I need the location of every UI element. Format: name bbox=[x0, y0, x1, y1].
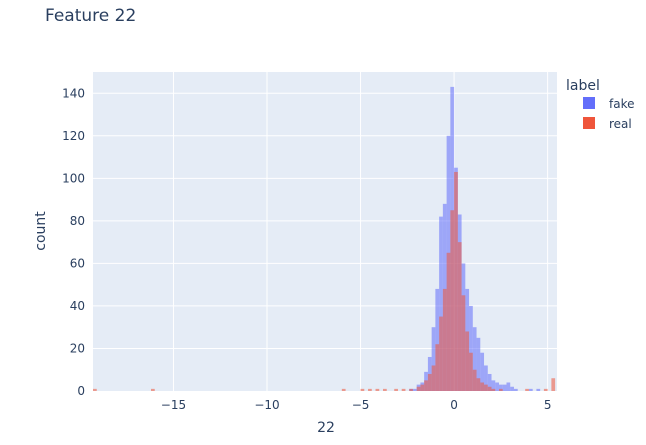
legend-label-fake: fake bbox=[609, 97, 634, 111]
y-tick-label: 40 bbox=[70, 299, 85, 313]
chart-title: Feature 22 bbox=[45, 6, 136, 26]
bar-fake bbox=[439, 216, 443, 391]
x-tick-labels: −15 −10 −5 0 5 bbox=[161, 398, 552, 412]
bar-fake bbox=[469, 305, 473, 391]
bar-real bbox=[525, 388, 529, 391]
bar-fake bbox=[495, 382, 499, 391]
bar-real bbox=[368, 388, 372, 391]
bar-fake bbox=[506, 382, 511, 391]
bar-fake bbox=[484, 365, 488, 391]
bar-fake bbox=[487, 373, 492, 391]
bar-fake bbox=[491, 380, 496, 391]
y-tick-label: 120 bbox=[62, 129, 85, 143]
bar-real bbox=[442, 288, 447, 391]
x-tick-label: 5 bbox=[544, 398, 552, 412]
legend-title: label bbox=[566, 78, 600, 94]
bar-fake bbox=[472, 327, 477, 391]
bar-real bbox=[446, 252, 451, 391]
y-tick-label: 20 bbox=[70, 341, 85, 355]
bar-real bbox=[375, 388, 380, 391]
bar-fake bbox=[480, 352, 485, 391]
bar-fake bbox=[502, 384, 507, 391]
bar-fake bbox=[510, 386, 514, 391]
bar-real bbox=[93, 388, 97, 391]
bar-real bbox=[476, 378, 481, 391]
bar-real bbox=[420, 384, 425, 391]
bar-fake bbox=[431, 327, 436, 391]
bar-fake bbox=[435, 288, 440, 391]
bar-fake bbox=[476, 337, 481, 391]
bar-fake bbox=[536, 388, 541, 391]
bar-fake bbox=[499, 384, 503, 391]
legend: label fake real bbox=[566, 78, 634, 131]
bar-real bbox=[341, 388, 346, 391]
bar-real bbox=[491, 388, 496, 391]
x-tick-label: −15 bbox=[161, 398, 186, 412]
y-axis-title: count bbox=[33, 211, 49, 251]
bar-real bbox=[394, 388, 398, 391]
bar-real bbox=[480, 382, 485, 391]
y-gridlines bbox=[93, 92, 557, 349]
x-tick-label: −10 bbox=[254, 398, 279, 412]
bar-fake bbox=[528, 388, 533, 391]
bar-real bbox=[151, 388, 155, 391]
x-tick-label: −5 bbox=[352, 398, 370, 412]
bar-real bbox=[461, 295, 466, 391]
x-tick-label: 0 bbox=[450, 398, 458, 412]
bar-real bbox=[435, 344, 440, 391]
bar-real bbox=[499, 388, 503, 391]
bar-real bbox=[472, 369, 477, 391]
plot-area bbox=[93, 72, 557, 391]
bar-real bbox=[457, 242, 462, 391]
x-axis-title: 22 bbox=[317, 420, 335, 436]
bar-real bbox=[409, 388, 413, 391]
y-tick-label: 60 bbox=[70, 256, 85, 270]
bar-real bbox=[454, 171, 458, 391]
legend-item-fake[interactable]: fake bbox=[583, 97, 634, 111]
bar-real bbox=[360, 388, 365, 391]
y-tick-labels: 0 20 40 60 80 100 120 140 bbox=[62, 86, 85, 398]
y-tick-label: 140 bbox=[62, 86, 85, 100]
bar-real bbox=[543, 388, 548, 391]
y-tick-label: 80 bbox=[70, 214, 85, 228]
bar-real bbox=[424, 380, 428, 391]
bar-real bbox=[484, 384, 488, 391]
bar-real bbox=[450, 210, 455, 391]
bar-real bbox=[469, 352, 473, 391]
y-tick-label: 100 bbox=[62, 171, 85, 185]
legend-swatch-real bbox=[583, 117, 595, 129]
bar-real bbox=[383, 388, 387, 391]
bar-real bbox=[487, 386, 492, 391]
bar-real bbox=[551, 378, 556, 391]
bar-real bbox=[439, 316, 443, 391]
bar-real bbox=[431, 365, 436, 391]
bar-real bbox=[427, 373, 432, 391]
bar-real bbox=[465, 331, 470, 391]
y-tick-label: 0 bbox=[77, 384, 85, 398]
bar-fake bbox=[513, 388, 518, 391]
histogram-bars bbox=[93, 86, 556, 392]
bar-real bbox=[416, 386, 421, 391]
legend-item-real[interactable]: real bbox=[583, 117, 632, 131]
legend-label-real: real bbox=[609, 117, 632, 131]
legend-swatch-fake bbox=[583, 97, 595, 109]
bar-fake bbox=[412, 388, 417, 391]
bar-real bbox=[401, 388, 406, 391]
